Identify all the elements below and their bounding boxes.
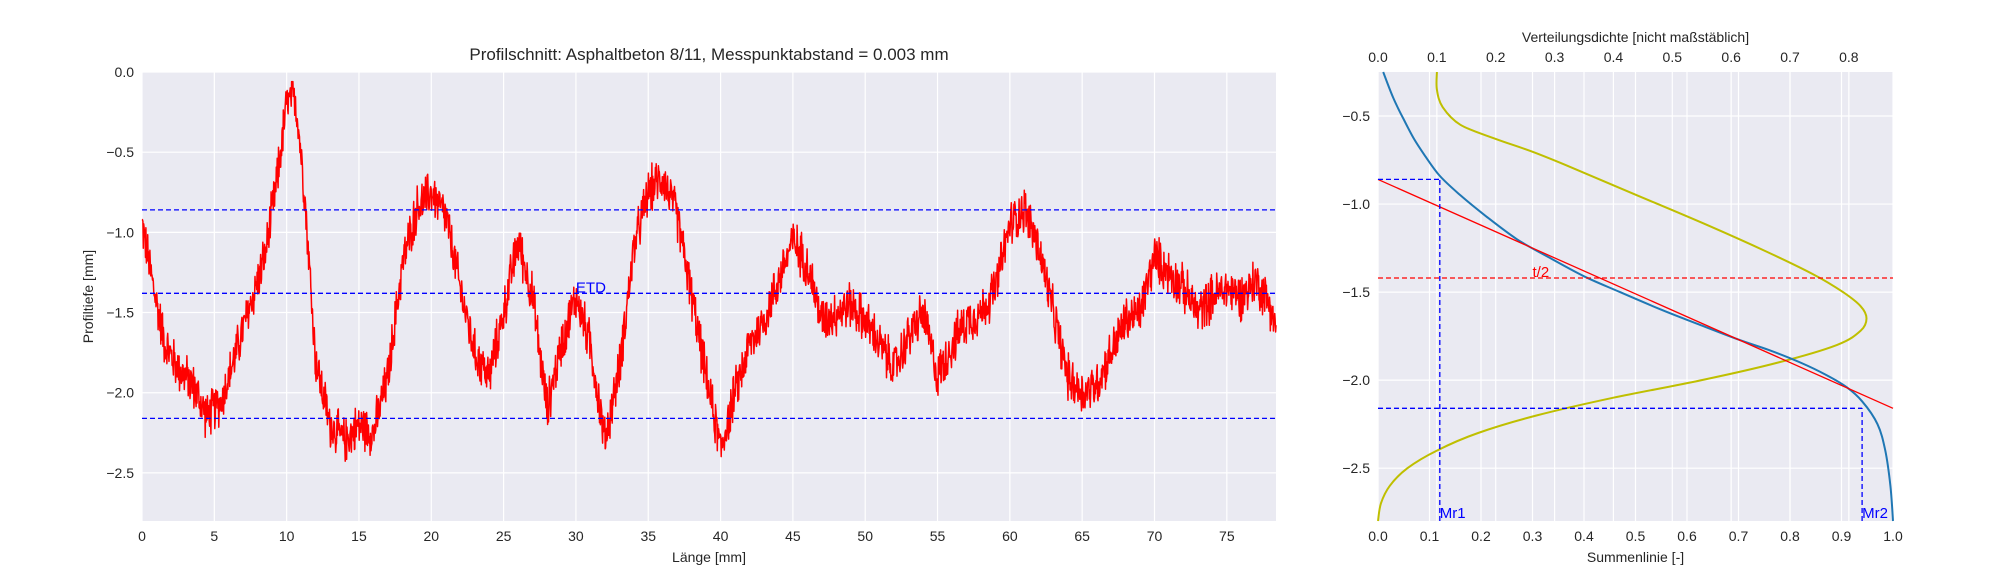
distribution-top-tick-label: 0.3 (1545, 49, 1565, 65)
profile-x-tick-label: 5 (210, 528, 218, 544)
distribution-data: t/2 Mr1 Mr2 (1377, 71, 1894, 522)
profile-x-axis-label: Länge [mm] (672, 549, 746, 565)
profile-x-tick-label: 15 (351, 528, 367, 544)
distribution-x-tick-label: 1.0 (1883, 528, 1903, 544)
distribution-top-tick-label: 0.2 (1486, 49, 1506, 65)
profile-data: ETD (141, 80, 1277, 462)
distribution-y-tick-label: −1.5 (1342, 284, 1370, 300)
distribution-x-tick-label: 0.6 (1677, 528, 1697, 544)
profile-x-tick-label: 30 (568, 528, 584, 544)
profile-x-tick-label: 65 (1074, 528, 1090, 544)
profile-chart: ETD 0 5 10 15 20 25 30 35 40 45 50 55 60 65 70 75 0.0 −0.… (80, 45, 1277, 565)
distribution-top-axis-label: Verteilungsdichte [nicht maßstäblich] (1522, 29, 1749, 45)
profile-y-tick-label: −2.0 (106, 385, 134, 401)
profile-x-tick-label: 70 (1147, 528, 1163, 544)
distribution-x-tick-label: 0.1 (1420, 528, 1440, 544)
material-ratio-label: Mr1 (1440, 505, 1466, 522)
half-depth-label: t/2 (1533, 264, 1550, 281)
distribution-top-tick-label: 0.6 (1721, 49, 1741, 65)
profile-y-axis-label: Profiltiefe [mm] (80, 250, 96, 343)
profile-x-tick-label: 55 (930, 528, 946, 544)
profile-x-tick-label: 25 (496, 528, 512, 544)
distribution-y-tick-label: −1.0 (1342, 196, 1370, 212)
distribution-x-tick-label: 0.5 (1626, 528, 1646, 544)
distribution-ticks: 0.0 0.1 0.2 0.3 0.4 0.5 0.6 0.7 0.8 0.9 1.0 0.0 0.1 0… (1342, 49, 1903, 544)
distribution-x-tick-label: 0.3 (1523, 528, 1543, 544)
cumulative-curve (1382, 71, 1894, 522)
distribution-x-axis-label: Summenlinie [-] (1587, 549, 1684, 565)
profile-y-tick-label: 0.0 (115, 64, 135, 80)
profile-line (141, 80, 1277, 462)
profile-x-tick-label: 0 (138, 528, 146, 544)
profile-y-tick-label: −1.0 (106, 224, 134, 240)
profile-x-tick-label: 35 (640, 528, 656, 544)
distribution-x-tick-label: 0.7 (1729, 528, 1749, 544)
profile-chart-title: Profilschnitt: Asphaltbeton 8/11, Messpu… (469, 45, 948, 64)
distribution-top-tick-label: 0.8 (1839, 49, 1859, 65)
distribution-top-tick-label: 0.4 (1604, 49, 1624, 65)
density-curve (1377, 71, 1868, 522)
distribution-top-tick-label: 0.7 (1780, 49, 1800, 65)
secant-line (1377, 178, 1894, 409)
profile-x-tick-label: 10 (279, 528, 295, 544)
distribution-x-tick-label: 0.2 (1471, 528, 1491, 544)
distribution-x-tick-label: 0.9 (1832, 528, 1852, 544)
distribution-top-tick-label: 0.0 (1368, 49, 1388, 65)
distribution-top-tick-label: 0.5 (1663, 49, 1683, 65)
distribution-x-tick-label: 0.4 (1574, 528, 1594, 544)
profile-grid (141, 71, 1276, 521)
profile-x-tick-label: 20 (423, 528, 439, 544)
profile-x-tick-label: 75 (1219, 528, 1235, 544)
distribution-x-tick-label: 0.8 (1780, 528, 1800, 544)
profile-x-tick-label: 50 (857, 528, 873, 544)
material-ratio-label: Mr2 (1862, 505, 1888, 522)
profile-ticks: 0 5 10 15 20 25 30 35 40 45 50 55 60 65 70 75 0.0 −0.5 −1.… (106, 64, 1234, 544)
profile-annotation-etd: ETD (576, 279, 606, 296)
distribution-x-tick-label: 0.0 (1368, 528, 1388, 544)
profile-x-tick-label: 40 (713, 528, 729, 544)
distribution-y-tick-label: −2.0 (1342, 372, 1370, 388)
profile-y-tick-label: −2.5 (106, 465, 134, 481)
profile-y-tick-label: −1.5 (106, 305, 134, 321)
distribution-y-tick-label: −2.5 (1342, 460, 1370, 476)
profile-y-tick-label: −0.5 (106, 144, 134, 160)
distribution-top-tick-label: 0.1 (1427, 49, 1447, 65)
profile-x-tick-label: 60 (1002, 528, 1018, 544)
profile-plot-area (142, 72, 1276, 521)
distribution-y-tick-label: −0.5 (1342, 108, 1370, 124)
profile-x-tick-label: 45 (785, 528, 801, 544)
distribution-chart: t/2 Mr1 Mr2 0.0 0.1 0.2 0.3 0.4 0.5 0.6 0.7 0.8 0.9… (1342, 29, 1903, 565)
distribution-grid (1377, 72, 1894, 521)
